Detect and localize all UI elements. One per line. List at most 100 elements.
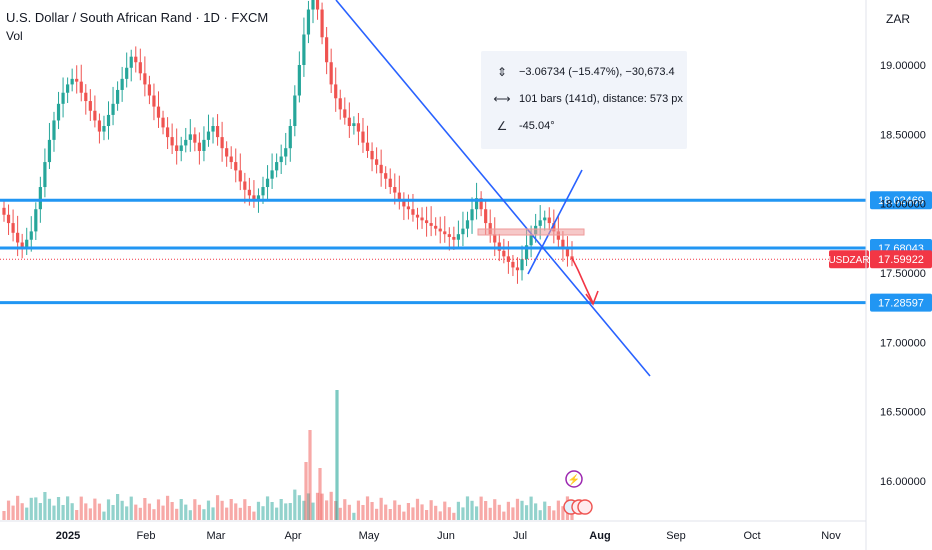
lightning-icon[interactable] bbox=[565, 470, 583, 488]
downtrend-line[interactable] bbox=[335, 0, 651, 377]
volume-bar bbox=[56, 497, 61, 520]
volume-bar bbox=[293, 489, 297, 520]
candle-body bbox=[361, 131, 365, 143]
drawings[interactable]: ⚡ bbox=[335, 0, 651, 515]
volume-bar bbox=[424, 510, 429, 520]
candle-body bbox=[225, 148, 229, 157]
volume-bar bbox=[311, 502, 315, 520]
volume-bar bbox=[318, 468, 322, 520]
volume-bar bbox=[120, 500, 124, 520]
candle-body bbox=[406, 206, 411, 210]
candle-body bbox=[97, 120, 102, 132]
candle-body bbox=[424, 220, 429, 224]
candle-body bbox=[215, 126, 220, 138]
volume-bar bbox=[561, 506, 565, 520]
candle-body bbox=[411, 209, 415, 215]
volume-bar bbox=[365, 496, 370, 520]
candle-body bbox=[75, 78, 79, 82]
candle-body bbox=[165, 127, 170, 138]
x-tick-label: Mar bbox=[207, 530, 226, 542]
volume-bar bbox=[335, 390, 339, 520]
volume-bar bbox=[547, 506, 551, 520]
volume-bar bbox=[170, 502, 174, 520]
candle-body bbox=[20, 242, 24, 249]
candle-body bbox=[511, 261, 515, 268]
volume-bar bbox=[175, 508, 179, 520]
candle-body bbox=[570, 256, 574, 260]
volume-bar bbox=[206, 500, 211, 520]
candle-body bbox=[420, 217, 424, 221]
volume-bar bbox=[225, 507, 229, 520]
volume-bar bbox=[352, 512, 356, 520]
economic-event-icon[interactable] bbox=[577, 499, 593, 515]
projection-arrowhead bbox=[585, 290, 599, 306]
candle-body bbox=[338, 98, 342, 110]
candle-body bbox=[70, 78, 74, 85]
y-tick-label: 16.00000 bbox=[880, 476, 926, 488]
current-price-label: 17.59922 bbox=[878, 254, 924, 266]
candle-body bbox=[438, 228, 442, 232]
volume-bar bbox=[315, 492, 320, 520]
volume-bar bbox=[484, 501, 488, 520]
candle-body bbox=[465, 220, 470, 229]
volume-bar bbox=[415, 498, 420, 520]
currency-label[interactable]: ZAR bbox=[886, 12, 910, 26]
volume-bar bbox=[52, 505, 56, 520]
candle-body bbox=[116, 89, 120, 104]
candle-body bbox=[29, 231, 33, 240]
y-tick-label: 18.50000 bbox=[880, 129, 926, 141]
candle-body bbox=[238, 170, 242, 182]
volume-bar bbox=[275, 507, 279, 520]
candle-body bbox=[315, 0, 320, 10]
uptrend-line[interactable] bbox=[527, 169, 583, 275]
volume-bar bbox=[161, 505, 165, 520]
candle-body bbox=[293, 95, 297, 127]
candle-body bbox=[370, 150, 374, 160]
candle-body bbox=[484, 209, 488, 224]
volume-bar bbox=[156, 499, 161, 520]
candle-body bbox=[311, 0, 315, 10]
candle-body bbox=[34, 209, 38, 232]
volume-bar bbox=[11, 505, 15, 520]
volume-bar bbox=[20, 503, 24, 520]
volume-bar bbox=[138, 507, 142, 520]
candle-body bbox=[243, 181, 247, 190]
candle-body bbox=[256, 195, 261, 201]
volume-bar bbox=[47, 498, 52, 520]
volume-bar bbox=[434, 505, 438, 520]
volume-bar bbox=[93, 498, 97, 520]
y-tick-label: 16.50000 bbox=[880, 407, 926, 419]
candle-body bbox=[343, 109, 347, 118]
candle-body bbox=[515, 267, 520, 271]
candle-body bbox=[429, 223, 433, 226]
volume-bar bbox=[125, 506, 129, 520]
angle-icon: ∠ bbox=[496, 119, 508, 133]
volume-bar bbox=[304, 462, 308, 520]
volume-bar bbox=[524, 505, 529, 520]
volume-bar bbox=[2, 511, 6, 520]
candle-body bbox=[329, 62, 333, 85]
price-range-icon: ⇕ bbox=[496, 65, 508, 79]
symbol-tag-label: USDZAR bbox=[828, 255, 869, 266]
candle-body bbox=[229, 156, 233, 163]
volume-bar bbox=[256, 501, 261, 520]
candle-body bbox=[152, 95, 156, 107]
range-box[interactable] bbox=[477, 228, 585, 236]
x-tick-label: Jul bbox=[513, 530, 527, 542]
volume-bar bbox=[452, 512, 456, 520]
current-price-badge bbox=[870, 250, 932, 269]
volume-bar bbox=[388, 509, 392, 520]
candle-body bbox=[111, 103, 115, 115]
candle-body bbox=[211, 126, 215, 132]
volume-bar bbox=[338, 507, 342, 520]
volume-bar bbox=[38, 503, 42, 520]
candle-body bbox=[170, 137, 174, 146]
projection-arrow[interactable] bbox=[571, 257, 594, 304]
candle-body bbox=[11, 223, 15, 233]
candle-body bbox=[470, 209, 474, 221]
volume-bar bbox=[343, 499, 347, 520]
volume-bar bbox=[320, 493, 324, 520]
candle-body bbox=[56, 103, 61, 121]
